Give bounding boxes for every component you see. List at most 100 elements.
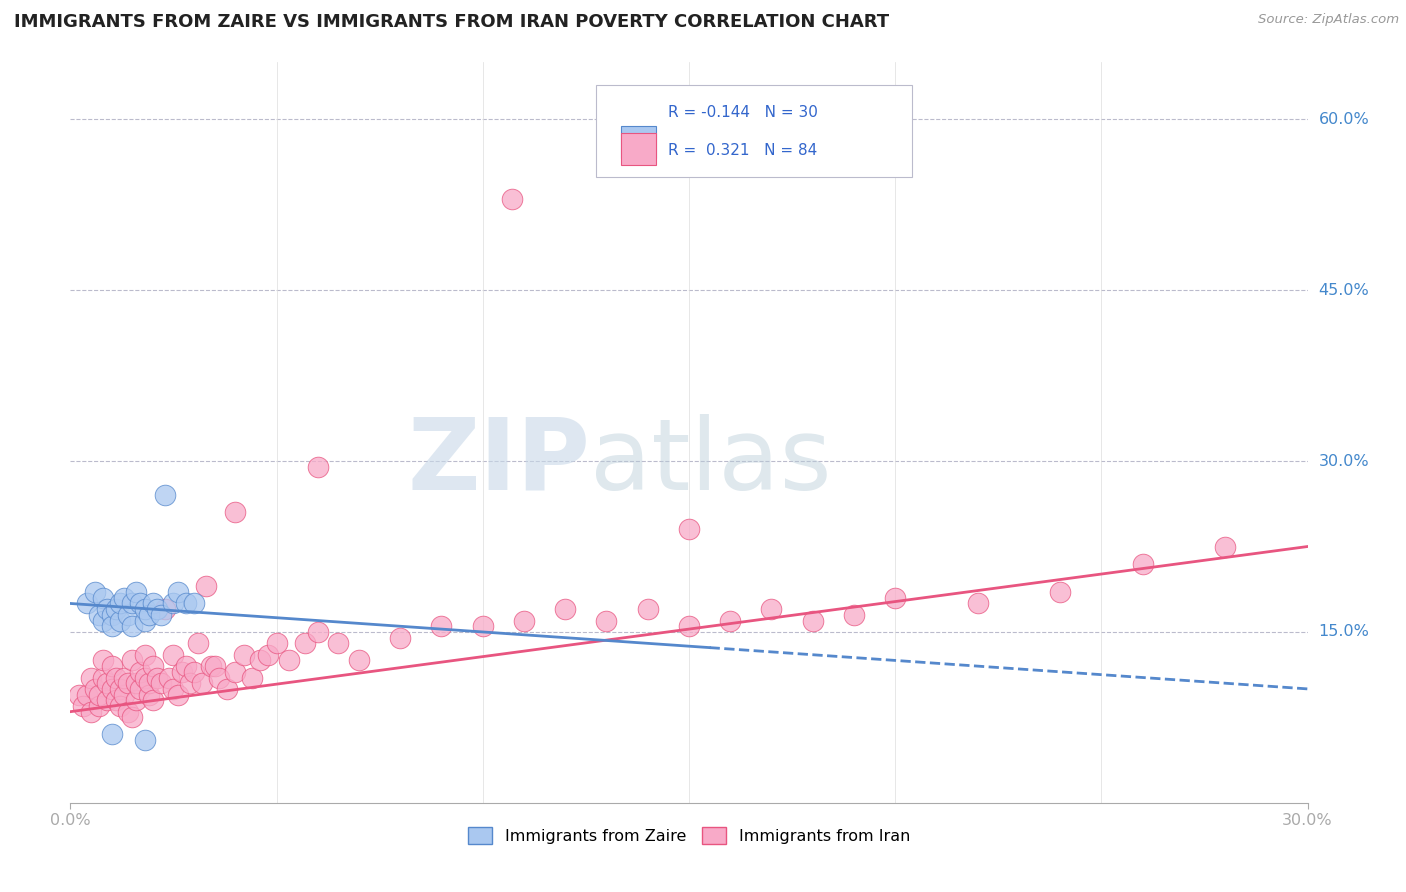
Point: [347, 653, 370, 667]
Text: R = -0.144   N = 30: R = -0.144 N = 30: [668, 104, 818, 120]
Point: [100, 607, 122, 622]
Point: [174, 597, 197, 611]
FancyBboxPatch shape: [621, 126, 655, 158]
Point: [179, 676, 201, 690]
Point: [138, 676, 160, 690]
Point: [100, 727, 122, 741]
Point: [966, 597, 988, 611]
Point: [134, 614, 156, 628]
Point: [170, 665, 193, 679]
Point: [138, 607, 160, 622]
Point: [153, 488, 176, 502]
Text: R =  0.321   N = 84: R = 0.321 N = 84: [668, 143, 817, 158]
Point: [100, 659, 122, 673]
Legend: Immigrants from Zaire, Immigrants from Iran: Immigrants from Zaire, Immigrants from I…: [461, 821, 917, 850]
Point: [187, 636, 209, 650]
Point: [89, 698, 111, 713]
Point: [129, 665, 152, 679]
Point: [183, 665, 205, 679]
Point: [266, 636, 288, 650]
Point: [183, 597, 205, 611]
Point: [80, 671, 103, 685]
Point: [150, 676, 173, 690]
Point: [125, 676, 148, 690]
Point: [157, 671, 180, 685]
Point: [108, 597, 131, 611]
Point: [1132, 557, 1154, 571]
Text: IMMIGRANTS FROM ZAIRE VS IMMIGRANTS FROM IRAN POVERTY CORRELATION CHART: IMMIGRANTS FROM ZAIRE VS IMMIGRANTS FROM…: [14, 13, 889, 31]
Point: [121, 597, 143, 611]
Point: [637, 602, 659, 616]
Point: [224, 505, 246, 519]
Point: [129, 681, 152, 696]
Text: ZIP: ZIP: [408, 414, 591, 511]
Point: [389, 631, 412, 645]
Point: [678, 523, 700, 537]
Point: [96, 693, 118, 707]
Text: 30.0%: 30.0%: [1319, 454, 1369, 468]
Point: [117, 607, 139, 622]
Point: [195, 579, 218, 593]
Point: [129, 597, 152, 611]
Point: [72, 698, 94, 713]
Point: [104, 693, 127, 707]
Point: [100, 681, 122, 696]
Point: [121, 710, 143, 724]
Point: [166, 585, 188, 599]
Point: [142, 659, 165, 673]
Point: [104, 671, 127, 685]
Point: [249, 653, 271, 667]
Point: [277, 653, 299, 667]
Point: [678, 619, 700, 633]
Point: [121, 619, 143, 633]
Point: [67, 688, 90, 702]
Point: [125, 693, 148, 707]
Point: [307, 459, 329, 474]
Point: [138, 688, 160, 702]
Point: [801, 614, 824, 628]
Point: [96, 676, 118, 690]
Point: [142, 693, 165, 707]
Point: [162, 597, 184, 611]
Point: [112, 671, 135, 685]
Point: [134, 602, 156, 616]
Point: [146, 602, 169, 616]
Text: 60.0%: 60.0%: [1319, 112, 1369, 127]
Point: [146, 671, 169, 685]
Point: [117, 705, 139, 719]
Point: [761, 602, 783, 616]
Point: [200, 659, 222, 673]
Point: [191, 676, 214, 690]
Point: [328, 636, 350, 650]
Point: [232, 648, 254, 662]
Point: [134, 733, 156, 747]
FancyBboxPatch shape: [596, 85, 911, 178]
Point: [471, 619, 494, 633]
Point: [100, 619, 122, 633]
Point: [208, 671, 231, 685]
Point: [142, 597, 165, 611]
Point: [166, 688, 188, 702]
Text: Source: ZipAtlas.com: Source: ZipAtlas.com: [1258, 13, 1399, 27]
Point: [89, 607, 111, 622]
Point: [430, 619, 453, 633]
Point: [108, 614, 131, 628]
Point: [121, 653, 143, 667]
Point: [240, 671, 263, 685]
Point: [501, 192, 523, 206]
Point: [257, 648, 280, 662]
Point: [134, 671, 156, 685]
Point: [76, 688, 98, 702]
Point: [80, 705, 103, 719]
Point: [91, 653, 114, 667]
Point: [294, 636, 316, 650]
Point: [842, 607, 865, 622]
Point: [91, 671, 114, 685]
Point: [224, 665, 246, 679]
Point: [150, 607, 173, 622]
Point: [125, 585, 148, 599]
Point: [91, 591, 114, 605]
Point: [91, 614, 114, 628]
Point: [76, 597, 98, 611]
Point: [1049, 585, 1071, 599]
